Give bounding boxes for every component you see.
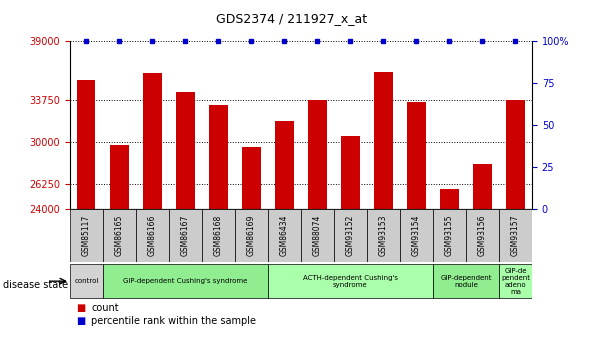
Bar: [400, 209, 433, 262]
Text: GSM88074: GSM88074: [313, 215, 322, 256]
Bar: [308, 100, 326, 345]
Text: GSM93153: GSM93153: [379, 215, 388, 256]
Text: disease state: disease state: [3, 280, 68, 289]
Text: ■: ■: [76, 303, 85, 313]
Text: control: control: [74, 278, 98, 284]
Text: GIP-dependent
nodule: GIP-dependent nodule: [440, 275, 492, 288]
Text: percentile rank within the sample: percentile rank within the sample: [91, 316, 256, 326]
Text: GSM93155: GSM93155: [445, 215, 454, 256]
Bar: [367, 209, 400, 262]
Bar: [433, 264, 499, 298]
Text: GSM93152: GSM93152: [346, 215, 355, 256]
Bar: [506, 100, 525, 345]
Bar: [334, 209, 367, 262]
Bar: [77, 80, 95, 345]
Text: ACTH-dependent Cushing's
syndrome: ACTH-dependent Cushing's syndrome: [303, 275, 398, 288]
Text: GSM86166: GSM86166: [148, 215, 157, 256]
Bar: [103, 264, 268, 298]
Bar: [268, 264, 433, 298]
Bar: [235, 209, 268, 262]
Bar: [243, 147, 260, 345]
Bar: [202, 209, 235, 262]
Bar: [433, 209, 466, 262]
Bar: [375, 71, 393, 345]
Bar: [407, 102, 426, 345]
Bar: [70, 264, 103, 298]
Bar: [440, 189, 458, 345]
Text: ■: ■: [76, 316, 85, 326]
Bar: [143, 73, 162, 345]
Text: GSM93154: GSM93154: [412, 215, 421, 256]
Bar: [474, 164, 491, 345]
Bar: [268, 209, 301, 262]
Bar: [499, 264, 532, 298]
Bar: [136, 209, 169, 262]
Text: GSM86167: GSM86167: [181, 215, 190, 256]
Text: GSM86165: GSM86165: [115, 215, 124, 256]
Bar: [176, 91, 195, 345]
Bar: [110, 145, 128, 345]
Text: GSM93156: GSM93156: [478, 215, 487, 256]
Bar: [70, 209, 103, 262]
Bar: [341, 136, 359, 345]
Text: count: count: [91, 303, 119, 313]
Text: GDS2374 / 211927_x_at: GDS2374 / 211927_x_at: [216, 12, 367, 25]
Text: GSM86168: GSM86168: [214, 215, 223, 256]
Text: GSM93157: GSM93157: [511, 215, 520, 256]
Bar: [499, 209, 532, 262]
Bar: [103, 209, 136, 262]
Text: GIP-de
pendent
adeno
ma: GIP-de pendent adeno ma: [501, 268, 530, 295]
Bar: [209, 105, 227, 345]
Text: GSM86434: GSM86434: [280, 215, 289, 256]
Bar: [275, 121, 294, 345]
Text: GIP-dependent Cushing's syndrome: GIP-dependent Cushing's syndrome: [123, 278, 247, 284]
Text: GSM85117: GSM85117: [82, 215, 91, 256]
Bar: [466, 209, 499, 262]
Bar: [301, 209, 334, 262]
Text: GSM86169: GSM86169: [247, 215, 256, 256]
Bar: [169, 209, 202, 262]
